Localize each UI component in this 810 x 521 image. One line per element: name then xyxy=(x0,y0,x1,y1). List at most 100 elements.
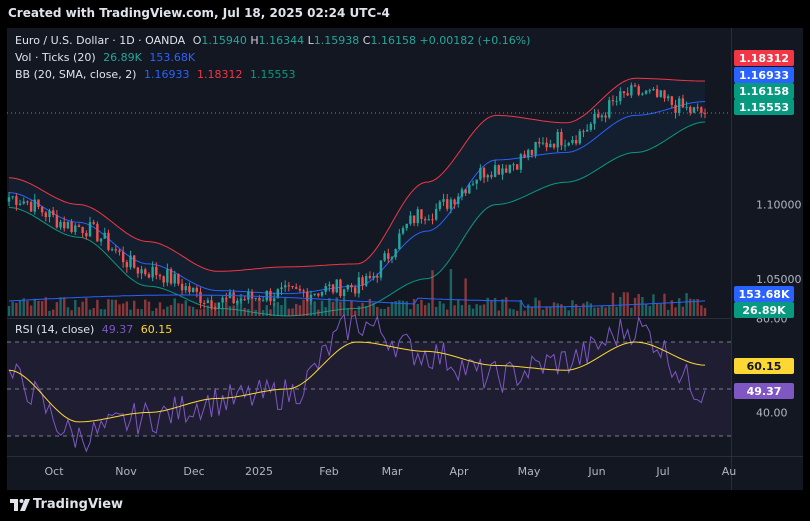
volume-bar xyxy=(585,301,589,316)
volume-bar xyxy=(276,302,280,316)
volume-bar xyxy=(217,310,221,316)
volume-bar xyxy=(331,302,335,316)
candle-body xyxy=(184,286,187,291)
candle-body xyxy=(350,285,353,288)
volume-bar xyxy=(261,310,265,316)
open-label: O xyxy=(192,34,202,47)
volume-bar xyxy=(659,304,663,316)
bb-basis-line xyxy=(8,101,706,295)
pane-divider xyxy=(7,318,731,319)
candle-body xyxy=(622,91,626,94)
candle-body xyxy=(202,302,206,304)
candle-body xyxy=(353,287,357,294)
rsi-ma-value: 60.15 xyxy=(140,323,173,336)
volume-bar xyxy=(626,292,629,316)
high-label: H xyxy=(250,34,259,47)
volume-bar xyxy=(703,307,707,316)
volume-bar xyxy=(427,303,431,316)
volume-bar xyxy=(681,306,685,316)
volume-bar xyxy=(22,298,25,316)
volume-bar xyxy=(608,306,611,316)
candle-body xyxy=(563,145,567,147)
volume-bar xyxy=(412,299,416,316)
candle-body xyxy=(655,89,659,97)
bb-lower-value: 1.15553 xyxy=(249,68,296,81)
chart-area[interactable]: 1.05000 1.10000 80.00 40.00 1.18312 1.16933 1.… xyxy=(7,28,803,490)
candle-body xyxy=(155,266,158,276)
volume-bar xyxy=(423,305,427,316)
time-axis-tick: Dec xyxy=(183,465,204,478)
volume-bar xyxy=(663,293,666,316)
volume-bar xyxy=(70,310,73,316)
volume-bar xyxy=(368,298,372,316)
volume-bar xyxy=(512,309,515,316)
time-axis-tick: Jul xyxy=(655,465,669,478)
candle-body xyxy=(416,209,419,224)
created-caption: Created with TradingView.com, Jul 18, 20… xyxy=(8,6,390,20)
volume-bar xyxy=(158,302,162,316)
candle-body xyxy=(320,291,324,296)
volume-bar xyxy=(85,298,88,316)
volume-bar xyxy=(508,308,512,316)
candle-body xyxy=(217,302,221,309)
volume-bar xyxy=(225,297,228,316)
candle-body xyxy=(648,90,651,92)
volume-bar xyxy=(497,310,500,316)
volume-bar xyxy=(320,300,324,316)
candle-body xyxy=(619,91,622,102)
candle-body xyxy=(221,297,224,303)
candle-body xyxy=(96,223,99,242)
volume-bar xyxy=(401,300,405,316)
candle-body xyxy=(412,215,416,224)
candle-body xyxy=(508,164,512,173)
candle-body xyxy=(637,86,640,95)
volume-bar xyxy=(589,303,593,316)
candle-body xyxy=(523,154,526,158)
volume-bar xyxy=(144,299,147,316)
volume-bar xyxy=(210,307,213,316)
upper-price-tag: 1.18312 xyxy=(739,52,789,65)
rsi-ma-tag: 60.15 xyxy=(747,360,782,373)
volume-bar xyxy=(295,303,298,316)
volume-bar xyxy=(51,309,55,316)
volume-bar xyxy=(110,299,114,316)
rsi-legend[interactable]: RSI (14, close) 49.37 60.15 xyxy=(15,323,172,336)
candle-body xyxy=(696,107,699,109)
candle-body xyxy=(180,283,184,291)
rsi-tag-bg xyxy=(734,383,794,399)
candle-body xyxy=(600,115,604,118)
candle-body xyxy=(298,288,302,291)
volume-bar xyxy=(232,305,235,316)
candle-body xyxy=(571,140,574,144)
candle-body xyxy=(593,113,596,124)
volume-bar xyxy=(365,306,368,316)
candle-body xyxy=(324,286,327,292)
close-price-tag: 1.16158 xyxy=(739,85,789,98)
volume-bar xyxy=(655,303,659,316)
symbol-legend[interactable]: Euro / U.S. Dollar · 1D · OANDA O1.15940… xyxy=(15,34,530,47)
volume-bar xyxy=(641,296,644,316)
candle-body xyxy=(18,203,22,205)
volume-bar xyxy=(460,305,464,316)
candle-body xyxy=(361,277,364,286)
volume-bar xyxy=(44,297,48,316)
volume-legend[interactable]: Vol · Ticks (20) 26.89K 153.68K xyxy=(15,51,195,64)
candle-body xyxy=(166,269,169,283)
candle-body xyxy=(519,154,523,170)
volume-bar xyxy=(630,307,633,316)
time-axis-tick: Apr xyxy=(449,465,469,478)
chart-canvas[interactable]: 1.050001.1000080.0040.001.183121.169331.… xyxy=(7,28,803,490)
volume-bar xyxy=(523,310,526,316)
candle-body xyxy=(630,85,633,96)
volume-bar xyxy=(644,303,648,316)
candle-body xyxy=(541,142,545,144)
price-pane xyxy=(7,28,803,490)
candle-body xyxy=(497,165,500,175)
volume-bar xyxy=(243,307,246,316)
volume-bar xyxy=(383,309,386,316)
volume-bar xyxy=(471,308,475,316)
volume-bar xyxy=(611,292,615,316)
candle-body xyxy=(545,142,548,148)
bb-legend[interactable]: BB (20, SMA, close, 2) 1.16933 1.18312 1… xyxy=(15,68,295,81)
volume-bar xyxy=(7,306,11,316)
